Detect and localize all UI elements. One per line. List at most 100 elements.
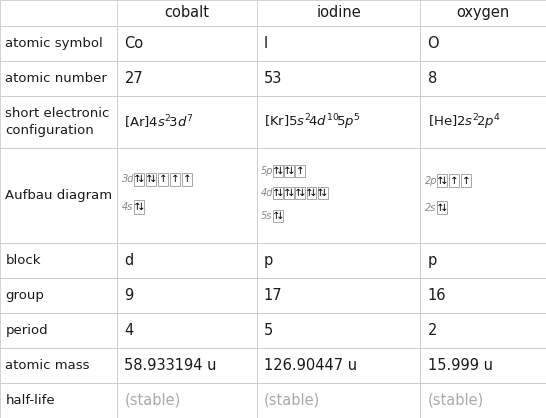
- Text: ↓: ↓: [309, 188, 318, 198]
- Bar: [420, 243, 546, 278]
- Text: cobalt: cobalt: [164, 5, 210, 20]
- Text: (stable): (stable): [124, 393, 181, 408]
- Text: block: block: [5, 254, 41, 267]
- Bar: [295, 165, 305, 176]
- Text: ↓: ↓: [276, 166, 284, 176]
- Text: p: p: [428, 253, 437, 268]
- Text: 2s: 2s: [425, 203, 436, 213]
- Bar: [0, 383, 117, 418]
- Text: ↑: ↑: [271, 188, 280, 198]
- Text: 2: 2: [428, 323, 437, 338]
- Bar: [117, 61, 257, 96]
- Text: 53: 53: [264, 71, 282, 86]
- Bar: [146, 173, 156, 186]
- Text: 16: 16: [428, 288, 446, 303]
- Bar: [284, 187, 294, 199]
- Bar: [420, 148, 546, 243]
- Text: ↑: ↑: [283, 188, 292, 198]
- Bar: [0, 348, 117, 383]
- Text: oxygen: oxygen: [456, 5, 510, 20]
- Text: atomic symbol: atomic symbol: [5, 37, 103, 50]
- Text: ↑: ↑: [436, 176, 444, 186]
- Bar: [0, 313, 117, 348]
- Text: ↑: ↑: [316, 188, 325, 198]
- Bar: [117, 278, 257, 313]
- Bar: [0, 26, 117, 61]
- Text: ↑: ↑: [305, 188, 314, 198]
- Bar: [117, 243, 257, 278]
- Text: ↑: ↑: [133, 174, 141, 184]
- Text: O: O: [428, 36, 439, 51]
- Text: Aufbau diagram: Aufbau diagram: [5, 189, 112, 201]
- Bar: [0, 61, 117, 96]
- Bar: [117, 348, 257, 383]
- Bar: [182, 173, 192, 186]
- Text: half-life: half-life: [5, 394, 55, 407]
- Bar: [257, 96, 420, 148]
- Text: 126.90447 u: 126.90447 u: [264, 358, 357, 373]
- Text: ↓: ↓: [276, 188, 284, 198]
- Text: ↓: ↓: [440, 176, 448, 186]
- Bar: [0, 148, 117, 243]
- Text: group: group: [5, 289, 44, 302]
- Text: 58.933194 u: 58.933194 u: [124, 358, 217, 373]
- Bar: [257, 348, 420, 383]
- Bar: [318, 187, 328, 199]
- Bar: [295, 187, 305, 199]
- Bar: [420, 348, 546, 383]
- Text: ↓: ↓: [276, 211, 284, 221]
- Text: ↓: ↓: [136, 174, 145, 184]
- Text: 27: 27: [124, 71, 143, 86]
- Text: ↑: ↑: [283, 166, 292, 176]
- Bar: [420, 26, 546, 61]
- Text: 15.999 u: 15.999 u: [428, 358, 492, 373]
- Text: ↓: ↓: [149, 174, 157, 184]
- Bar: [273, 187, 283, 199]
- Text: ↑: ↑: [182, 174, 192, 184]
- Bar: [0, 0, 546, 26]
- Text: ↓: ↓: [321, 188, 329, 198]
- Text: ↑: ↑: [449, 176, 459, 186]
- Text: ↑: ↑: [170, 174, 180, 184]
- Bar: [449, 174, 459, 187]
- Text: 4d: 4d: [261, 188, 274, 198]
- Text: ↑: ↑: [294, 188, 302, 198]
- Bar: [273, 165, 283, 176]
- Text: 5p: 5p: [261, 166, 274, 176]
- Bar: [284, 165, 294, 176]
- Text: $[\mathrm{Ar}]4s^2\!3d^7$: $[\mathrm{Ar}]4s^2\!3d^7$: [124, 113, 194, 130]
- Text: ↑: ↑: [271, 166, 280, 176]
- Text: ↑: ↑: [436, 203, 444, 213]
- Text: 5: 5: [264, 323, 273, 338]
- Text: ↑: ↑: [158, 174, 168, 184]
- Text: ↓: ↓: [440, 203, 448, 213]
- Text: atomic mass: atomic mass: [5, 359, 90, 372]
- Bar: [420, 313, 546, 348]
- Text: $[\mathrm{Kr}]5s^2\!4d^{10}\!5p^5$: $[\mathrm{Kr}]5s^2\!4d^{10}\!5p^5$: [264, 112, 360, 132]
- Text: period: period: [5, 324, 48, 337]
- Bar: [117, 383, 257, 418]
- Bar: [437, 201, 447, 214]
- Text: iodine: iodine: [316, 5, 361, 20]
- Bar: [0, 96, 117, 148]
- Text: 9: 9: [124, 288, 134, 303]
- Bar: [273, 210, 283, 222]
- Text: 17: 17: [264, 288, 282, 303]
- Bar: [257, 243, 420, 278]
- Bar: [117, 96, 257, 148]
- Bar: [257, 313, 420, 348]
- Bar: [170, 173, 180, 186]
- Text: ↓: ↓: [287, 166, 295, 176]
- Bar: [134, 173, 144, 186]
- Bar: [420, 96, 546, 148]
- Bar: [257, 383, 420, 418]
- Text: ↑: ↑: [145, 174, 153, 184]
- Text: 8: 8: [428, 71, 437, 86]
- Text: ↓: ↓: [298, 188, 307, 198]
- Text: 5s: 5s: [261, 211, 272, 221]
- Bar: [257, 26, 420, 61]
- Bar: [158, 173, 168, 186]
- Bar: [117, 148, 257, 243]
- Bar: [306, 187, 317, 199]
- Text: ↑: ↑: [461, 176, 471, 186]
